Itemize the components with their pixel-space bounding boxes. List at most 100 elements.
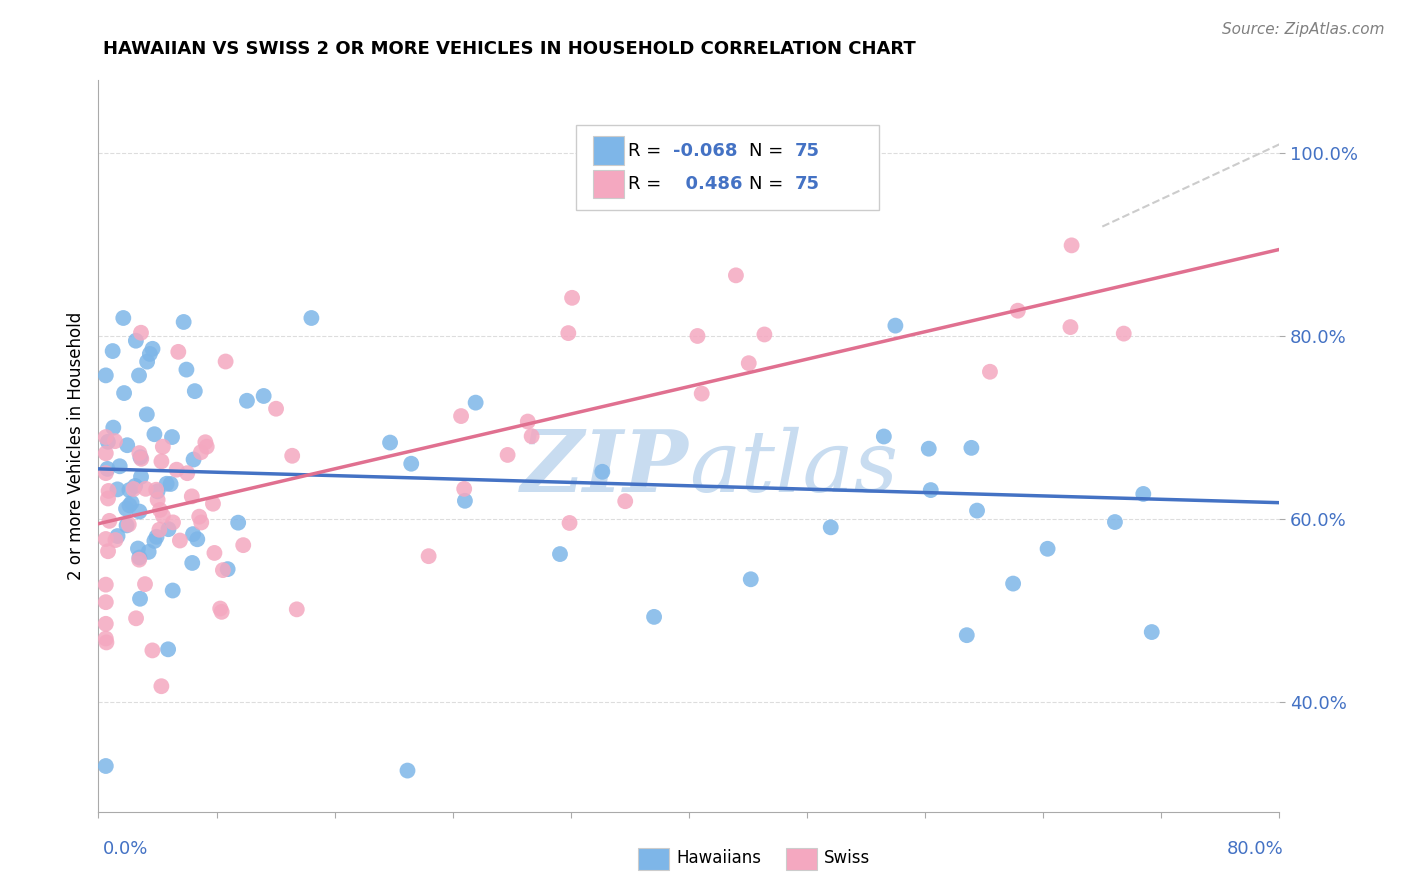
Text: R =: R = <box>628 175 668 193</box>
Text: -0.068: -0.068 <box>673 142 738 160</box>
Point <box>204 546 226 560</box>
Point <box>194 435 217 450</box>
Point <box>157 642 180 657</box>
Point <box>97 544 120 558</box>
Text: N =: N = <box>749 142 789 160</box>
Point <box>141 342 163 356</box>
Point <box>496 448 519 462</box>
Point <box>738 356 761 370</box>
Point <box>108 459 131 474</box>
Point <box>920 483 942 497</box>
Point <box>125 611 148 625</box>
Point <box>128 505 150 519</box>
Point <box>884 318 907 333</box>
Point <box>1059 320 1081 334</box>
Point <box>820 520 842 534</box>
Text: 0.0%: 0.0% <box>103 840 148 858</box>
Point <box>128 446 150 460</box>
Point <box>136 354 159 368</box>
Point <box>1007 303 1029 318</box>
Point <box>128 552 150 566</box>
Point <box>450 409 472 423</box>
Point <box>454 493 477 508</box>
Text: R =: R = <box>628 142 668 160</box>
Point <box>520 429 543 443</box>
Point <box>143 427 166 442</box>
Text: atlas: atlas <box>689 426 898 509</box>
Text: 80.0%: 80.0% <box>1227 840 1284 858</box>
Point <box>754 327 776 342</box>
Point <box>548 547 571 561</box>
Point <box>960 441 983 455</box>
Point <box>138 545 160 559</box>
Point <box>167 344 190 359</box>
Point <box>464 395 486 409</box>
Point <box>150 454 173 468</box>
Point <box>212 563 235 577</box>
Point <box>129 591 152 606</box>
Point <box>281 449 304 463</box>
Point <box>1140 625 1163 640</box>
Text: 75: 75 <box>794 175 820 193</box>
Point <box>127 541 149 556</box>
Point <box>181 556 204 570</box>
Text: N =: N = <box>749 175 789 193</box>
Point <box>118 517 141 532</box>
Point <box>156 476 179 491</box>
Point <box>146 492 169 507</box>
Point <box>620 150 643 164</box>
Point <box>94 577 117 591</box>
Y-axis label: 2 or more Vehicles in Household: 2 or more Vehicles in Household <box>66 312 84 580</box>
Text: HAWAIIAN VS SWISS 2 OR MORE VEHICLES IN HOUSEHOLD CORRELATION CHART: HAWAIIAN VS SWISS 2 OR MORE VEHICLES IN … <box>103 40 915 58</box>
Point <box>101 344 124 359</box>
Point <box>94 368 117 383</box>
Point <box>124 479 146 493</box>
Point <box>956 628 979 642</box>
Point <box>162 583 184 598</box>
Point <box>94 446 117 460</box>
Point <box>232 538 254 552</box>
Point <box>169 533 191 548</box>
Point <box>918 442 941 456</box>
Point <box>201 497 224 511</box>
Point <box>141 643 163 657</box>
Point <box>94 466 117 480</box>
Point <box>195 440 218 454</box>
Point <box>188 509 211 524</box>
Point <box>94 616 117 631</box>
Point <box>190 445 212 459</box>
Point <box>129 451 152 466</box>
Point <box>103 420 125 434</box>
Point <box>209 601 232 615</box>
Point <box>145 483 167 497</box>
Point <box>264 401 287 416</box>
Point <box>97 491 120 506</box>
Point <box>118 499 141 513</box>
Point <box>516 415 538 429</box>
Point <box>162 516 184 530</box>
Point <box>115 501 138 516</box>
Point <box>591 465 613 479</box>
Point <box>557 326 579 340</box>
Point <box>112 311 135 326</box>
Point <box>94 430 117 444</box>
Point <box>1132 487 1154 501</box>
Point <box>94 759 117 773</box>
Point <box>107 483 129 497</box>
Point <box>173 315 195 329</box>
Text: Hawaiians: Hawaiians <box>676 849 761 867</box>
Point <box>122 482 145 496</box>
Point <box>94 595 117 609</box>
Point <box>561 291 583 305</box>
Point <box>149 503 172 517</box>
Point <box>115 438 138 452</box>
Point <box>253 389 276 403</box>
Point <box>740 572 762 586</box>
Point <box>143 533 166 548</box>
Point <box>1104 515 1126 529</box>
Point <box>184 384 207 398</box>
Point <box>118 483 141 497</box>
Point <box>183 452 205 467</box>
Point <box>966 503 988 517</box>
Point <box>299 311 322 326</box>
